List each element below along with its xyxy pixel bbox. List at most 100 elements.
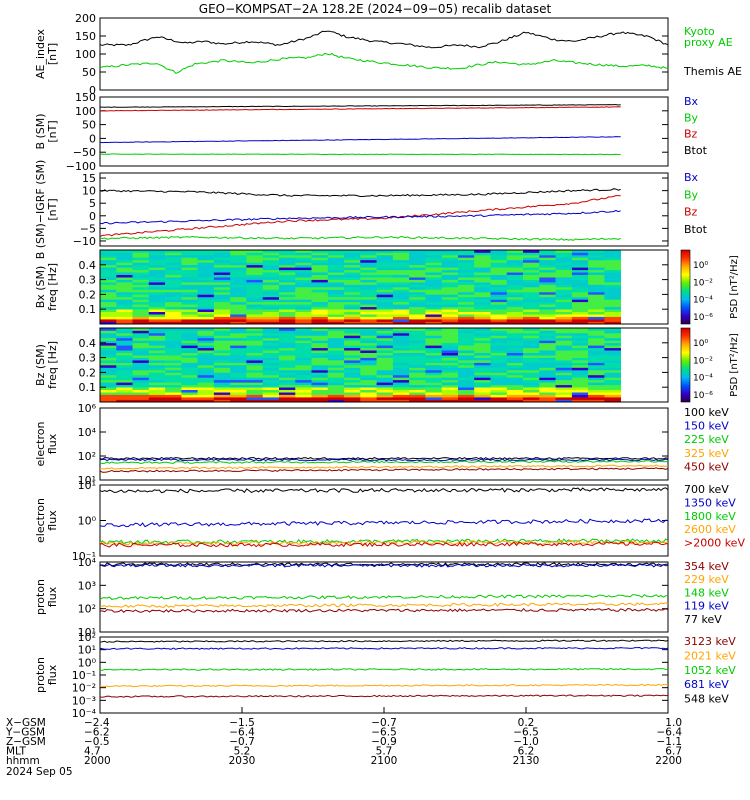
spectrogram-cell: [523, 347, 540, 351]
spectrogram-cell: [197, 330, 215, 334]
spectrogram-cell: [327, 384, 345, 388]
spectrogram-cell: [360, 316, 377, 320]
spectrogram-cell: [571, 319, 589, 322]
spectrogram-cell: [246, 306, 263, 310]
spectrogram-cell: [376, 384, 394, 388]
spectrogram-cell: [197, 384, 215, 388]
spectrogram-cell: [132, 296, 150, 300]
spectrogram-cell: [376, 399, 394, 403]
spectrogram-cell: [148, 350, 166, 353]
spectrogram-cell: [409, 257, 426, 261]
spectrogram-cell: [441, 319, 459, 322]
spectrogram-cell: [360, 382, 377, 386]
spectrogram-cell: [197, 269, 215, 273]
y-tick-label: 10⁰: [78, 515, 97, 528]
spectrogram-cell: [425, 309, 442, 312]
spectrogram-cell: [197, 399, 215, 403]
y-tick-label: 0.4: [79, 259, 97, 272]
spectrogram-cell: [458, 335, 475, 339]
spectrogram-cell: [539, 365, 556, 368]
spectrogram-cell: [588, 319, 605, 322]
legend-entry: Kyoto proxy AE: [684, 25, 733, 49]
spectrogram-cell: [474, 392, 491, 395]
spectrogram-cell: [425, 267, 442, 271]
series-line-354-kev: [99, 607, 669, 613]
spectrogram-cell: [392, 316, 410, 320]
spectrogram-cell: [490, 355, 508, 358]
spectrogram-cell: [539, 254, 556, 258]
y-tick-label: 10²: [78, 450, 96, 463]
spectrogram-cell: [506, 287, 524, 290]
spectrogram-cell: [604, 274, 621, 278]
spectrogram-cell: [100, 257, 117, 261]
spectrogram-cell: [458, 294, 475, 298]
spectrogram-cell: [311, 274, 329, 278]
spectrogram-cell: [523, 319, 540, 322]
spectrogram-cell: [213, 264, 231, 268]
spectrogram-cell: [555, 347, 573, 351]
spectrogram-cell: [409, 330, 426, 334]
spectrogram-cell: [213, 306, 231, 310]
spectrogram-cell: [246, 394, 263, 398]
spectrogram-cell: [588, 314, 605, 317]
spectrogram-cell: [181, 272, 198, 275]
spectrogram-cell: [181, 365, 198, 368]
spectrogram-cell: [279, 347, 296, 351]
spectrogram-cell: [490, 250, 508, 253]
spectrogram-cell: [148, 309, 166, 312]
spectrogram-cell: [295, 335, 312, 339]
colorbar-tick-label: 10⁻⁶: [693, 391, 713, 401]
spectrogram-cell: [197, 299, 215, 303]
y-tick-label: 10¹: [78, 626, 96, 639]
spectrogram-cell: [506, 365, 524, 368]
spectrogram-cell: [230, 379, 247, 383]
spectrogram-cell: [588, 306, 605, 310]
spectrogram-cell: [279, 357, 296, 361]
spectrogram-cell: [230, 299, 247, 303]
spectrogram-cell: [458, 392, 475, 395]
spectrogram-cell: [181, 264, 198, 268]
spectrogram-cell: [116, 299, 133, 303]
spectrogram-cell: [165, 267, 182, 271]
spectrogram-cell: [409, 252, 426, 256]
spectrogram-cell: [392, 272, 410, 275]
spectrogram-cell: [132, 372, 150, 376]
spectrogram-cell: [441, 397, 459, 400]
spectrogram-cell: [132, 311, 150, 315]
spectrogram-cell: [409, 369, 426, 373]
spectrogram-cell: [197, 277, 215, 280]
colorbar-tick-label: 10⁻⁶: [693, 313, 713, 323]
spectrogram-cell: [474, 250, 491, 253]
spectrogram-cell: [213, 272, 231, 275]
spectrogram-cell: [213, 337, 231, 341]
spectrogram-cell: [165, 362, 182, 366]
series-line-150-kev: [99, 458, 669, 462]
spectrogram-cell: [441, 362, 459, 366]
spectrogram-cell: [344, 250, 361, 253]
spectrogram-cell: [588, 321, 605, 325]
spectrogram-cell: [441, 352, 459, 356]
series-line-548-kev: [99, 639, 669, 643]
spectrogram-cell: [279, 399, 296, 403]
series-line--2000-kev: [99, 541, 669, 548]
y-axis-label: B (SM)−IGRF (SM)[nT]: [34, 160, 59, 260]
y-tick-label: 0.1: [79, 381, 97, 394]
spectrogram-cell: [197, 264, 215, 268]
spectrogram-cell: [116, 382, 133, 386]
spectrogram-cell: [344, 262, 361, 266]
spectrogram-cell: [474, 272, 491, 275]
spectrogram-cell: [165, 374, 182, 378]
spectrogram-cell: [360, 328, 377, 331]
spectrogram-cell: [539, 316, 556, 320]
spectrogram-cell: [181, 282, 198, 285]
spectrogram-cell: [539, 252, 556, 256]
spectrogram-cell: [458, 360, 475, 363]
x-row-value: −6.2: [84, 727, 110, 739]
spectrogram-cell: [100, 367, 117, 371]
spectrogram-cell: [230, 352, 247, 356]
spectrogram-cell: [392, 367, 410, 371]
spectrogram-cell: [165, 289, 182, 293]
spectrogram-cell: [458, 287, 475, 290]
spectrogram-cell: [311, 257, 329, 261]
